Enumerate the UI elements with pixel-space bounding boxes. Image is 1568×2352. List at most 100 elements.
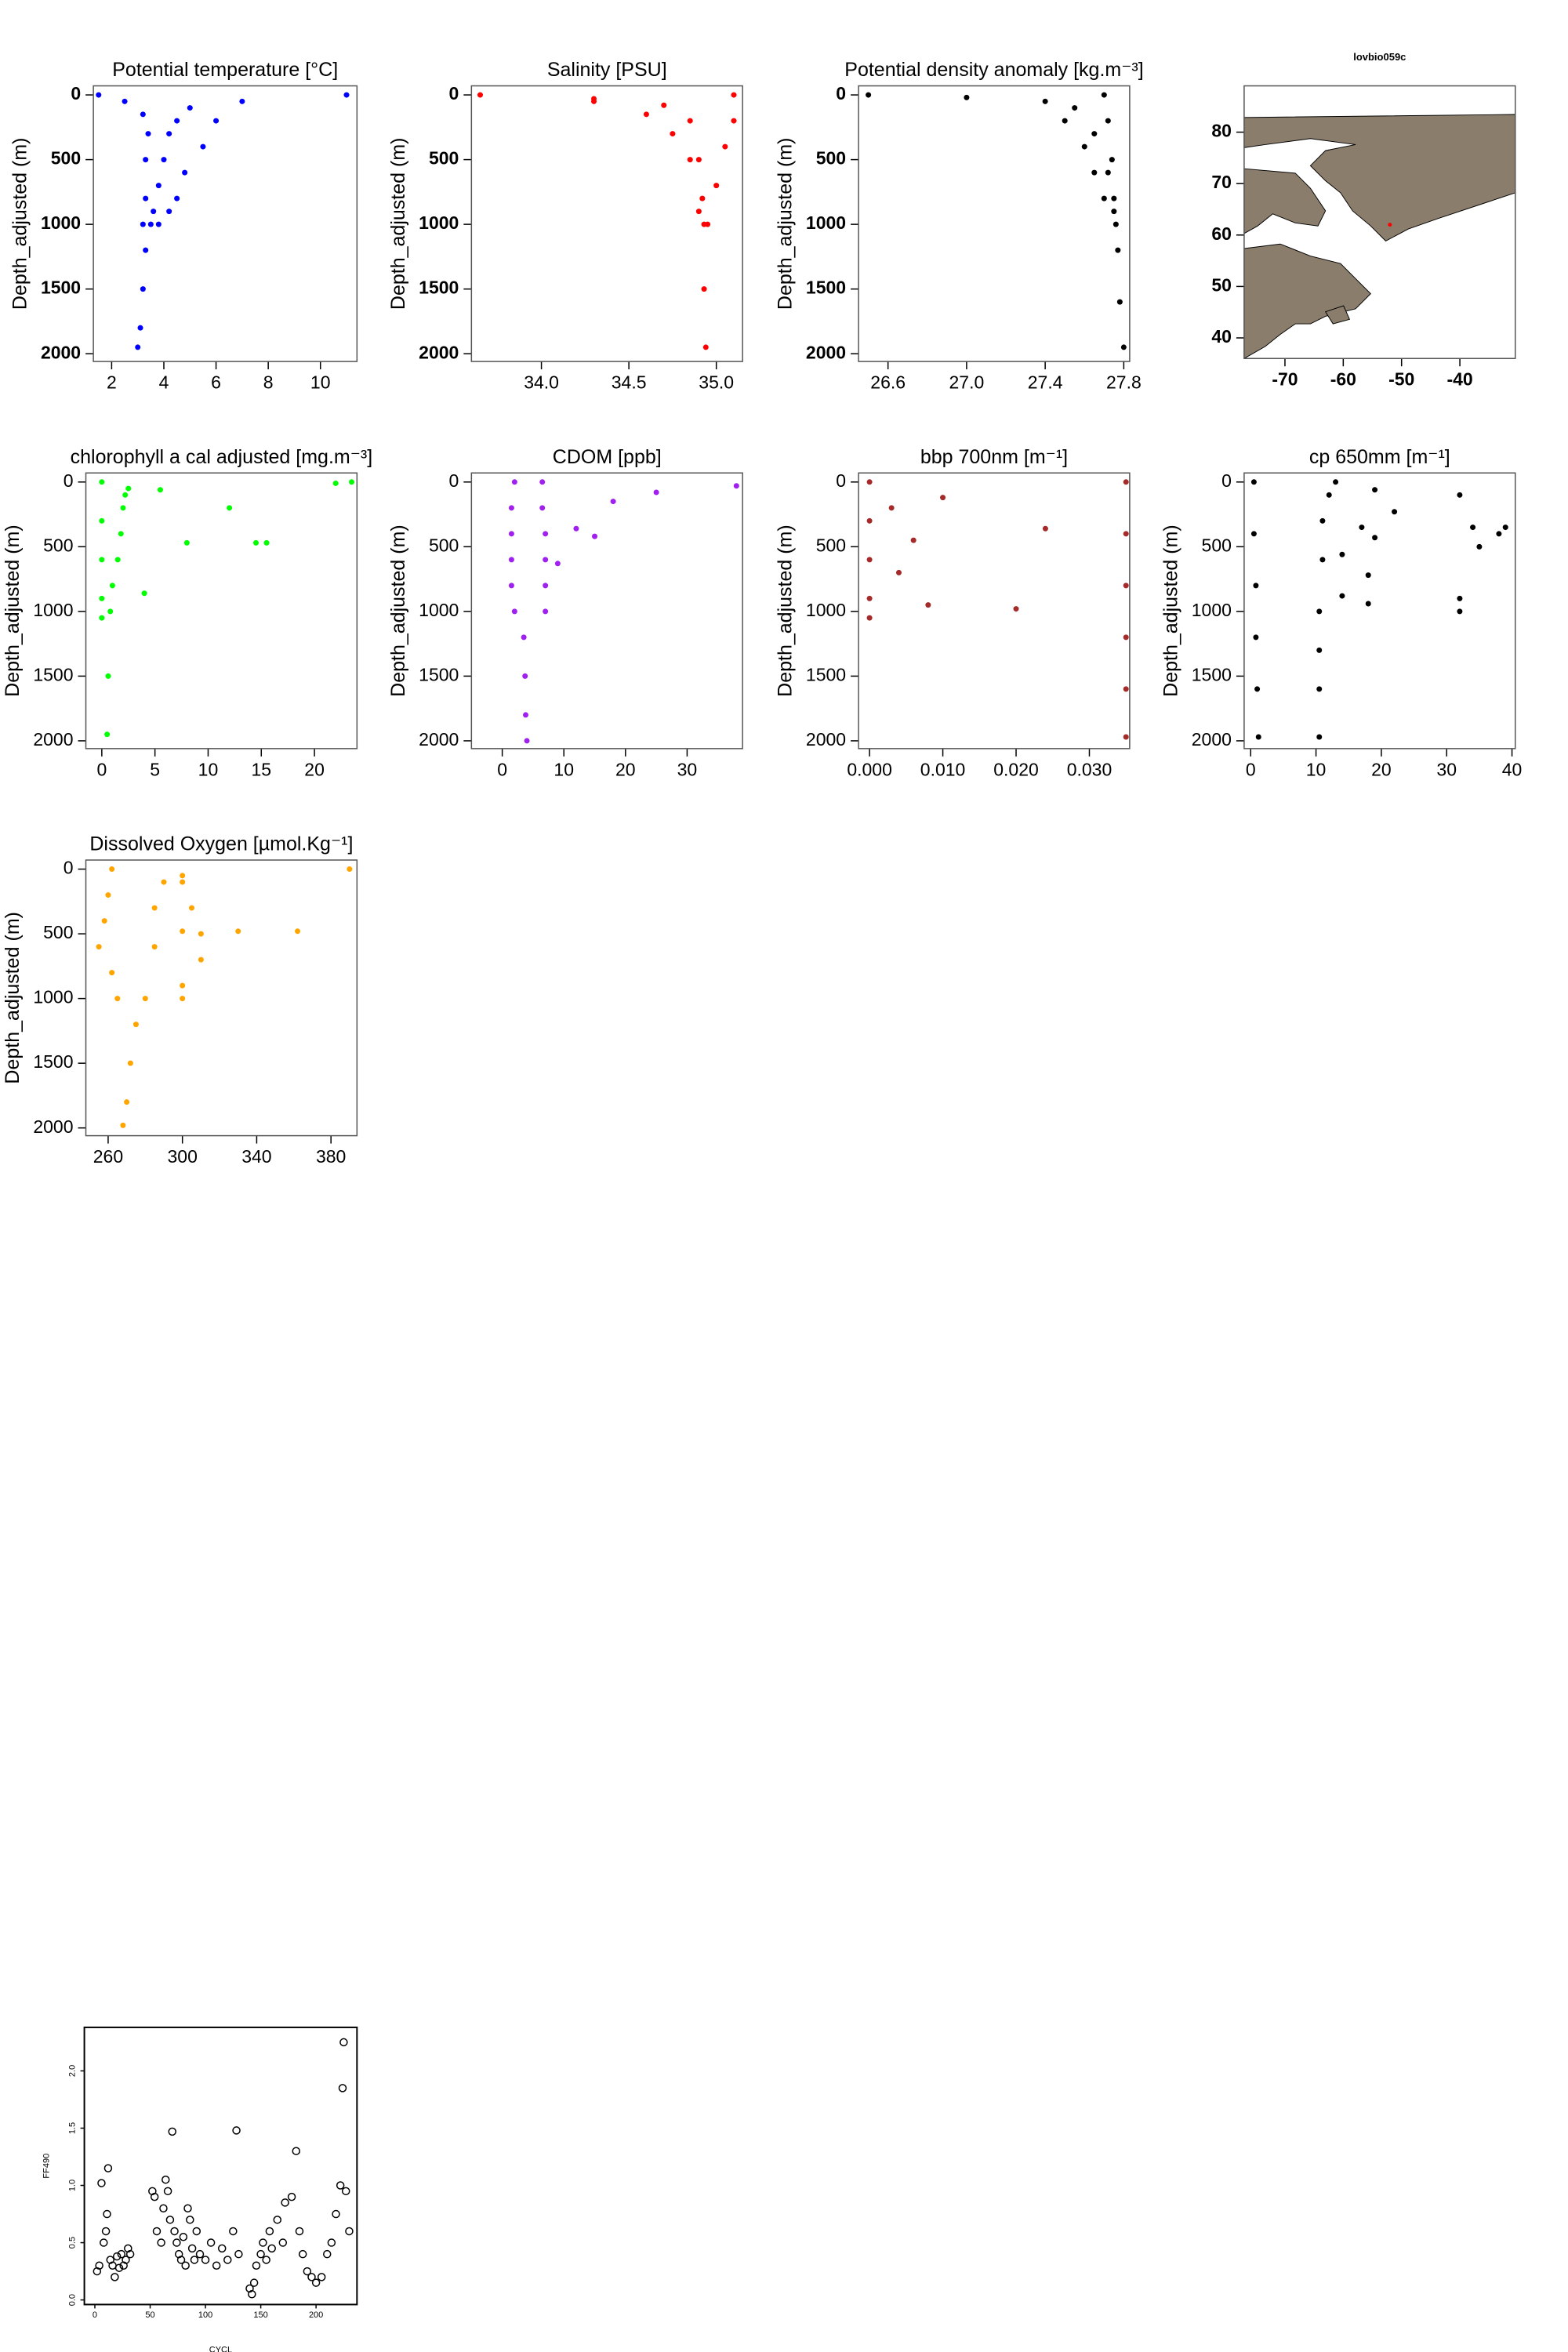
data-point <box>140 111 146 118</box>
data-point <box>263 539 270 546</box>
y-tick-label: 1000 <box>33 987 73 1007</box>
y-tick-label: 1500 <box>806 278 846 298</box>
data-point <box>1105 169 1111 176</box>
data-point <box>265 2227 274 2236</box>
data-point <box>234 2249 243 2259</box>
x-tick-label: 0 <box>497 759 507 779</box>
data-point <box>172 2238 181 2247</box>
y-tick-label: 1000 <box>806 600 846 620</box>
data-point <box>190 2256 199 2264</box>
data-point <box>114 996 121 1002</box>
data-point <box>1316 647 1323 653</box>
y-tick-label: 1000 <box>419 212 459 233</box>
data-point <box>695 209 702 215</box>
data-point <box>174 195 180 201</box>
data-point <box>1042 525 1048 532</box>
data-point <box>120 505 126 511</box>
data-point <box>670 131 676 137</box>
data-point <box>99 479 105 485</box>
data-point <box>722 143 728 150</box>
chart-title: chlorophyll a cal adjusted [mg.m⁻³] <box>71 446 373 468</box>
y-tick-label: 0 <box>71 83 81 103</box>
data-point <box>239 98 245 104</box>
data-point <box>179 2233 188 2241</box>
y-tick-label: 1500 <box>33 664 73 684</box>
x-tick-label: 35.0 <box>699 372 734 393</box>
y-tick-label: 40 <box>1211 326 1232 347</box>
data-point <box>140 286 146 292</box>
data-point <box>107 608 114 615</box>
data-point <box>281 2198 289 2207</box>
data-point <box>866 479 873 485</box>
data-point <box>866 92 872 98</box>
data-point <box>101 918 107 924</box>
y-tick-label: 2000 <box>419 342 459 362</box>
plot-frame <box>93 85 358 362</box>
x-tick-label: 34.5 <box>612 372 647 393</box>
chart-title: Salinity [PSU] <box>547 59 667 81</box>
y-tick-label: 1500 <box>33 1051 73 1072</box>
data-point <box>311 2278 321 2287</box>
data-point <box>180 928 186 935</box>
data-point <box>151 905 158 911</box>
chart-title: CDOM [ppb] <box>553 446 662 468</box>
x-tick-label: 15 <box>251 759 271 779</box>
plot-frame <box>1243 472 1516 750</box>
data-point <box>162 2175 170 2184</box>
data-point <box>249 2278 259 2287</box>
data-point <box>99 615 105 621</box>
data-point <box>349 479 355 485</box>
x-tick-label: 34.0 <box>524 372 559 393</box>
y-tick-label: 2000 <box>33 729 73 750</box>
data-point <box>701 286 707 292</box>
y-tick-label: 500 <box>816 148 846 169</box>
data-point <box>182 169 188 176</box>
data-point <box>661 102 667 108</box>
data-point <box>161 157 167 163</box>
data-point <box>104 731 111 738</box>
data-point <box>1123 634 1129 641</box>
x-tick-label: -70 <box>1272 369 1298 390</box>
y-tick-label: 0 <box>64 470 74 491</box>
data-point <box>610 499 616 505</box>
x-tick-label: 150 <box>253 2310 267 2320</box>
data-point <box>713 183 720 189</box>
x-tick-label: 5 <box>150 759 160 779</box>
data-point <box>1392 509 1398 515</box>
data-point <box>910 537 916 543</box>
data-point <box>142 996 148 1002</box>
plot-frame <box>85 859 358 1137</box>
data-point <box>339 2038 348 2047</box>
data-point <box>227 505 233 511</box>
land-baffin <box>1243 168 1327 234</box>
data-point <box>687 157 693 163</box>
x-tick-label: 40 <box>1502 759 1523 779</box>
land-newfoundland <box>1324 305 1351 325</box>
y-tick-label: 0.0 <box>67 2294 77 2306</box>
data-point <box>157 487 163 493</box>
data-point <box>731 118 737 124</box>
y-tick-label: 1500 <box>419 664 459 684</box>
data-point <box>195 2249 205 2259</box>
data-point <box>543 608 549 615</box>
data-point <box>705 221 711 227</box>
x-tick-label: 2 <box>107 372 117 393</box>
y-tick-label: 1000 <box>1192 600 1232 620</box>
plot-frame <box>470 472 743 750</box>
y-tick-label: 0 <box>449 470 459 491</box>
data-point <box>1457 595 1463 601</box>
data-point <box>731 92 737 98</box>
y-axis-label: FF490 <box>42 2154 51 2179</box>
y-tick-label: 1.5 <box>67 2122 77 2134</box>
y-tick-label: 50 <box>1211 274 1232 295</box>
data-point <box>592 533 598 539</box>
data-point <box>151 944 158 950</box>
data-point <box>322 2249 332 2259</box>
y-axis-label: Depth_adjusted (m) <box>2 912 24 1084</box>
data-point <box>1255 734 1261 740</box>
x-tick-label: 4 <box>159 372 169 393</box>
data-point <box>733 483 739 489</box>
data-point <box>137 325 143 331</box>
data-point <box>1042 98 1048 104</box>
data-point <box>1109 157 1115 163</box>
